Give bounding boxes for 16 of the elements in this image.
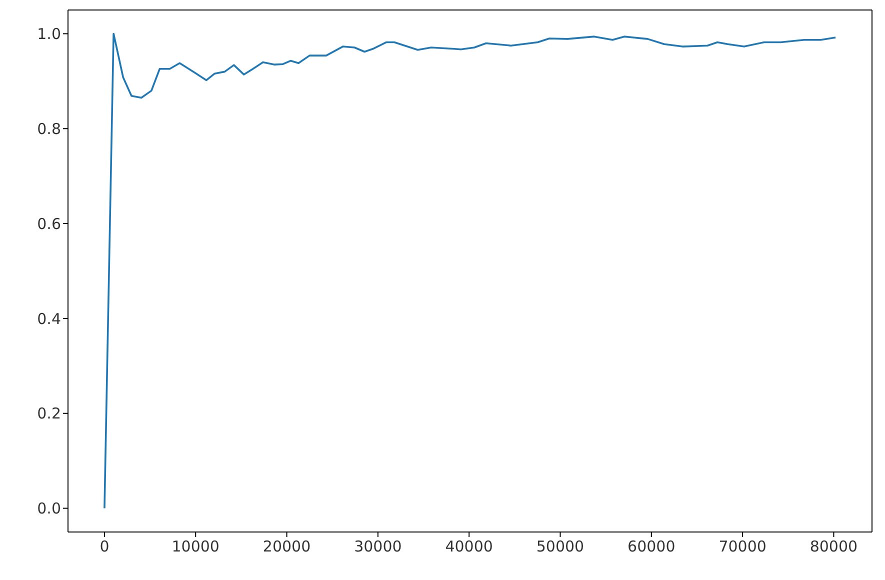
x-tick-label: 40000 — [445, 538, 493, 556]
x-tick-label: 50000 — [536, 538, 584, 556]
y-tick-label: 0.4 — [37, 310, 61, 328]
x-tick-label: 20000 — [262, 538, 311, 556]
x-tick-label: 70000 — [718, 538, 766, 556]
y-tick-label: 0.6 — [37, 214, 61, 233]
x-tick-label: 60000 — [628, 538, 676, 556]
y-tick-label: 0.0 — [37, 500, 61, 518]
line-series — [104, 32, 836, 510]
x-tick-label: 30000 — [354, 538, 402, 556]
y-tick-label: 0.8 — [37, 120, 61, 138]
y-tick-label: 1.0 — [37, 25, 61, 44]
x-tick-label: 10000 — [172, 538, 220, 556]
x-tick-label: 80000 — [810, 538, 858, 556]
x-tick-label: 0 — [100, 538, 110, 556]
y-tick-label: 0.2 — [37, 404, 61, 423]
